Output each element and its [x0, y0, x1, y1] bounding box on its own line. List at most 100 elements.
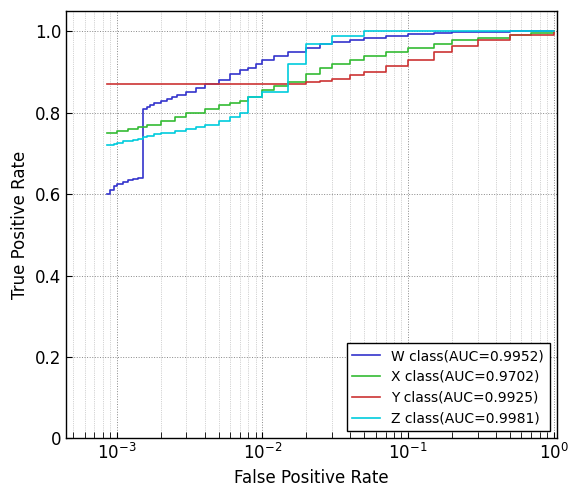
W class(AUC=0.9952)	[430, 30, 437, 36]
Z class(AUC=0.9981)	[285, 61, 292, 67]
X class(AUC=0.9702)	[347, 57, 354, 63]
Y class(AUC=0.9925)	[270, 81, 277, 87]
Y class(AUC=0.9925)	[317, 78, 324, 84]
W class(AUC=0.9952)	[130, 176, 137, 182]
Y class(AUC=0.9925)	[474, 37, 481, 43]
W class(AUC=0.9952)	[103, 191, 110, 197]
W class(AUC=0.9952)	[317, 41, 324, 47]
Line: W class(AUC=0.9952): W class(AUC=0.9952)	[107, 31, 554, 194]
W class(AUC=0.9952)	[143, 104, 150, 110]
X class(AUC=0.9702)	[303, 71, 310, 77]
X class(AUC=0.9702)	[506, 32, 513, 38]
Y class(AUC=0.9925)	[448, 43, 455, 49]
W class(AUC=0.9952)	[139, 106, 146, 112]
Z class(AUC=0.9981)	[139, 134, 146, 140]
Z class(AUC=0.9981)	[157, 130, 164, 136]
Y class(AUC=0.9925)	[285, 81, 292, 87]
Z class(AUC=0.9981)	[237, 110, 244, 116]
X class(AUC=0.9702)	[103, 130, 110, 136]
X class(AUC=0.9702)	[259, 88, 266, 94]
X class(AUC=0.9702)	[201, 106, 208, 112]
W class(AUC=0.9952)	[147, 102, 154, 108]
Z class(AUC=0.9981)	[328, 32, 335, 38]
X class(AUC=0.9702)	[382, 49, 389, 55]
Y class(AUC=0.9925)	[506, 32, 513, 38]
Z class(AUC=0.9981)	[361, 28, 368, 34]
W class(AUC=0.9952)	[382, 32, 389, 38]
W class(AUC=0.9952)	[361, 34, 368, 40]
X class(AUC=0.9702)	[135, 124, 142, 130]
X class(AUC=0.9702)	[245, 94, 252, 100]
X class(AUC=0.9702)	[227, 100, 234, 106]
Z class(AUC=0.9981)	[113, 139, 120, 145]
Z class(AUC=0.9981)	[382, 28, 389, 34]
W class(AUC=0.9952)	[237, 67, 244, 73]
Z class(AUC=0.9981)	[201, 122, 208, 128]
Z class(AUC=0.9981)	[135, 136, 142, 142]
X class(AUC=0.9702)	[215, 102, 222, 108]
Z class(AUC=0.9981)	[147, 132, 154, 138]
W class(AUC=0.9952)	[107, 187, 114, 193]
X class(AUC=0.9702)	[550, 28, 557, 34]
Y class(AUC=0.9925)	[103, 81, 110, 87]
Z class(AUC=0.9981)	[245, 94, 252, 100]
W class(AUC=0.9952)	[550, 28, 557, 34]
W class(AUC=0.9952)	[169, 94, 176, 100]
W class(AUC=0.9952)	[157, 98, 164, 104]
Z class(AUC=0.9981)	[143, 133, 150, 139]
W class(AUC=0.9952)	[347, 37, 354, 43]
Line: X class(AUC=0.9702): X class(AUC=0.9702)	[107, 31, 554, 133]
Z class(AUC=0.9981)	[110, 141, 117, 147]
X class(AUC=0.9702)	[528, 30, 535, 36]
Z class(AUC=0.9981)	[193, 124, 200, 130]
Y class(AUC=0.9925)	[550, 28, 557, 34]
W class(AUC=0.9952)	[110, 183, 117, 189]
Legend: W class(AUC=0.9952), X class(AUC=0.9702), Y class(AUC=0.9925), Z class(AUC=0.998: W class(AUC=0.9952), X class(AUC=0.9702)…	[347, 344, 550, 431]
W class(AUC=0.9952)	[405, 31, 412, 37]
W class(AUC=0.9952)	[303, 45, 310, 51]
Y class(AUC=0.9925)	[303, 79, 310, 85]
Z class(AUC=0.9981)	[227, 114, 234, 120]
X class(AUC=0.9702)	[285, 79, 292, 85]
Z class(AUC=0.9981)	[183, 126, 190, 132]
Y class(AUC=0.9925)	[328, 77, 335, 83]
W class(AUC=0.9952)	[285, 49, 292, 55]
Line: Z class(AUC=0.9981): Z class(AUC=0.9981)	[107, 31, 554, 145]
Z class(AUC=0.9981)	[125, 137, 132, 143]
Y class(AUC=0.9925)	[405, 57, 412, 63]
Z class(AUC=0.9981)	[550, 28, 557, 34]
Z class(AUC=0.9981)	[405, 28, 412, 34]
W class(AUC=0.9952)	[245, 65, 252, 71]
W class(AUC=0.9952)	[193, 86, 200, 92]
W class(AUC=0.9952)	[474, 29, 481, 35]
W class(AUC=0.9952)	[259, 57, 266, 63]
Y class(AUC=0.9925)	[361, 69, 368, 75]
Y class(AUC=0.9925)	[157, 81, 164, 87]
W class(AUC=0.9952)	[119, 179, 126, 185]
Z class(AUC=0.9981)	[107, 141, 114, 147]
W class(AUC=0.9952)	[201, 81, 208, 87]
W class(AUC=0.9952)	[151, 100, 158, 106]
X class(AUC=0.9702)	[361, 53, 368, 59]
X class(AUC=0.9702)	[270, 83, 277, 89]
Z class(AUC=0.9981)	[474, 28, 481, 34]
Z class(AUC=0.9981)	[119, 138, 126, 144]
Z class(AUC=0.9981)	[171, 128, 178, 134]
X class(AUC=0.9702)	[448, 37, 455, 43]
X class(AUC=0.9702)	[113, 128, 120, 134]
Y-axis label: True Positive Rate: True Positive Rate	[11, 150, 29, 299]
W class(AUC=0.9952)	[125, 177, 132, 183]
X class(AUC=0.9702)	[237, 98, 244, 104]
X class(AUC=0.9702)	[430, 41, 437, 47]
Line: Y class(AUC=0.9925): Y class(AUC=0.9925)	[107, 31, 554, 84]
Y class(AUC=0.9925)	[382, 63, 389, 69]
X class(AUC=0.9702)	[317, 65, 324, 71]
W class(AUC=0.9952)	[174, 92, 181, 98]
X class(AUC=0.9702)	[143, 122, 150, 128]
Y class(AUC=0.9925)	[201, 81, 208, 87]
W class(AUC=0.9952)	[183, 90, 190, 96]
X class(AUC=0.9702)	[125, 126, 132, 132]
W class(AUC=0.9952)	[506, 28, 513, 34]
W class(AUC=0.9952)	[215, 77, 222, 83]
X class(AUC=0.9702)	[157, 118, 164, 124]
